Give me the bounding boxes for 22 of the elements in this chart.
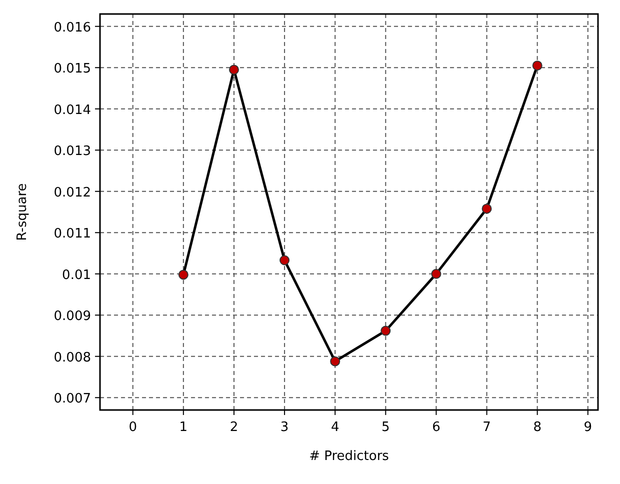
x-tick-label: 6 (432, 420, 440, 435)
x-tick-label: 3 (280, 420, 289, 435)
y-axis-title: R-square (15, 183, 30, 241)
y-tick-label: 0.007 (54, 392, 91, 407)
y-tick-label: 0.015 (54, 62, 91, 77)
x-tick-label: 5 (382, 420, 390, 435)
x-tick-label: 7 (482, 420, 491, 435)
y-tick-label: 0.016 (54, 20, 91, 36)
x-tick-label: 9 (584, 420, 592, 435)
x-tick-label: 4 (330, 420, 340, 435)
x-tick-label: 8 (533, 420, 542, 435)
y-tick-label: 0.01 (62, 268, 91, 283)
y-tick-label: 0.014 (54, 102, 91, 118)
x-tick-label: 2 (230, 420, 238, 435)
y-tick-label: 0.008 (54, 350, 91, 366)
x-tick-label: 1 (179, 420, 188, 435)
y-tick-label: 0.009 (54, 309, 91, 324)
y-tick-label: 0.011 (54, 226, 91, 242)
y-tick-label: 0.012 (54, 185, 91, 200)
y-tick-label: 0.013 (54, 144, 91, 160)
x-axis-title: # Predictors (309, 449, 390, 464)
x-tick-label: 0 (128, 420, 138, 435)
